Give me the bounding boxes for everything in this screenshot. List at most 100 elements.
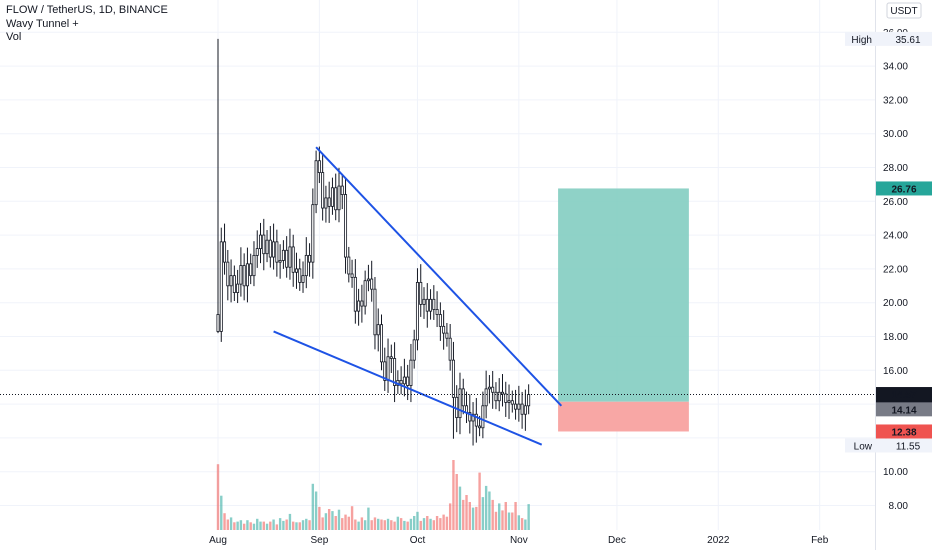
volume-bar xyxy=(272,519,275,530)
volume-bar xyxy=(373,517,377,530)
candle-body xyxy=(386,356,390,381)
candle-body xyxy=(419,282,423,305)
candle-body xyxy=(451,359,455,398)
candle-body xyxy=(487,386,491,390)
volume-bar xyxy=(419,520,422,530)
candle-body xyxy=(425,298,429,312)
candle-body xyxy=(259,234,263,250)
price-tick-label: 30.00 xyxy=(883,129,908,140)
time-tick-label: Dec xyxy=(608,535,626,546)
target-zone[interactable] xyxy=(558,188,689,402)
candle-body xyxy=(278,260,282,263)
volume-bar xyxy=(468,502,471,530)
volume-bar xyxy=(520,518,524,530)
candle-body xyxy=(523,405,527,415)
volume-bar xyxy=(354,519,357,530)
volume-bar xyxy=(517,515,521,530)
volume-bar xyxy=(494,511,498,530)
price-tick-label: 32.00 xyxy=(883,95,908,106)
price-badges: High35.61Low11.5526.7614.5711:06:5014.14… xyxy=(845,31,932,453)
candle-body xyxy=(514,403,518,410)
lower-trendline[interactable] xyxy=(273,330,543,446)
volume-bar xyxy=(360,517,364,530)
volume-bar xyxy=(305,518,308,530)
volume-bar xyxy=(462,499,465,530)
volume-bar xyxy=(383,520,386,530)
volume-bar xyxy=(498,503,501,530)
entry-price-badge: 14.14 xyxy=(876,402,932,417)
candle-body xyxy=(249,263,253,277)
svg-text:Low: Low xyxy=(854,442,873,453)
grid xyxy=(0,0,875,530)
price-tick-label: 34.00 xyxy=(883,62,908,73)
candle-body xyxy=(406,376,410,386)
wedge-trendlines[interactable] xyxy=(273,146,563,446)
high-price-tag: High 35.61 xyxy=(845,31,932,46)
volume-bar xyxy=(406,521,409,530)
candle-body xyxy=(435,309,439,315)
stop-zone[interactable] xyxy=(558,401,689,432)
price-tick-label: 20.00 xyxy=(883,298,908,309)
volume-bar xyxy=(350,506,354,530)
candle-body xyxy=(344,194,348,258)
candle-body xyxy=(324,197,328,209)
candle-body xyxy=(226,261,230,287)
volume-bar xyxy=(370,520,373,530)
candle-body xyxy=(442,325,446,334)
chart-legend: FLOW / TetherUS, 1D, BINANCE Wavy Tunnel… xyxy=(6,4,168,45)
candle-body xyxy=(219,241,223,332)
candle-body xyxy=(353,276,357,312)
volume-bar xyxy=(471,507,475,530)
candle-body xyxy=(239,265,243,285)
candle-body xyxy=(471,413,475,422)
volume-bar xyxy=(262,521,265,530)
volume-bar xyxy=(452,460,455,530)
svg-text:12.38: 12.38 xyxy=(891,427,916,438)
candle-body xyxy=(272,241,276,258)
volume-bar xyxy=(295,522,298,530)
volume-bar xyxy=(252,523,256,530)
candle-body xyxy=(389,356,393,359)
svg-text:35.61: 35.61 xyxy=(895,35,920,46)
volume-bar xyxy=(448,503,452,530)
candle-body xyxy=(281,249,285,261)
candle-body xyxy=(393,358,397,386)
candle-body xyxy=(252,254,256,277)
candle-body xyxy=(304,254,308,277)
candle-body xyxy=(255,248,259,256)
candle-body xyxy=(245,263,249,287)
long-position-tool[interactable] xyxy=(558,188,689,432)
volume-bar xyxy=(455,474,458,530)
candle-body xyxy=(491,386,495,393)
price-tick-label: 22.00 xyxy=(883,264,908,275)
upper-trendline[interactable] xyxy=(315,146,563,407)
symbol-title[interactable]: FLOW / TetherUS, 1D, BINANCE xyxy=(6,4,168,16)
candle-body xyxy=(317,160,321,173)
volume-bar xyxy=(507,512,511,530)
volume-bar xyxy=(357,521,360,530)
candle-body xyxy=(330,187,334,207)
candle-body xyxy=(474,413,478,427)
indicator-wavy-tunnel[interactable]: Wavy Tunnel + xyxy=(6,17,79,30)
candle-body xyxy=(268,239,272,258)
stop-price-badge: 12.38 xyxy=(876,424,932,439)
time-axis[interactable]: Aug Sep Oct Nov Dec 2022 Feb xyxy=(209,535,829,546)
candle-body xyxy=(383,361,387,381)
volume-bar xyxy=(390,520,393,530)
indicator-volume[interactable]: Vol xyxy=(6,31,22,43)
candle-body xyxy=(298,268,302,283)
volume-bar xyxy=(259,521,262,530)
volume-bar xyxy=(491,499,494,530)
currency-button[interactable]: USDT xyxy=(886,2,922,19)
volume-bar xyxy=(341,518,344,530)
volume-bar xyxy=(331,511,334,530)
candles xyxy=(216,38,531,446)
volume-bar xyxy=(367,507,370,530)
candle-body xyxy=(458,388,462,419)
candle-body xyxy=(291,246,295,273)
candle-body xyxy=(232,275,236,293)
volume-bar xyxy=(465,495,468,530)
volume-bar xyxy=(301,520,305,530)
